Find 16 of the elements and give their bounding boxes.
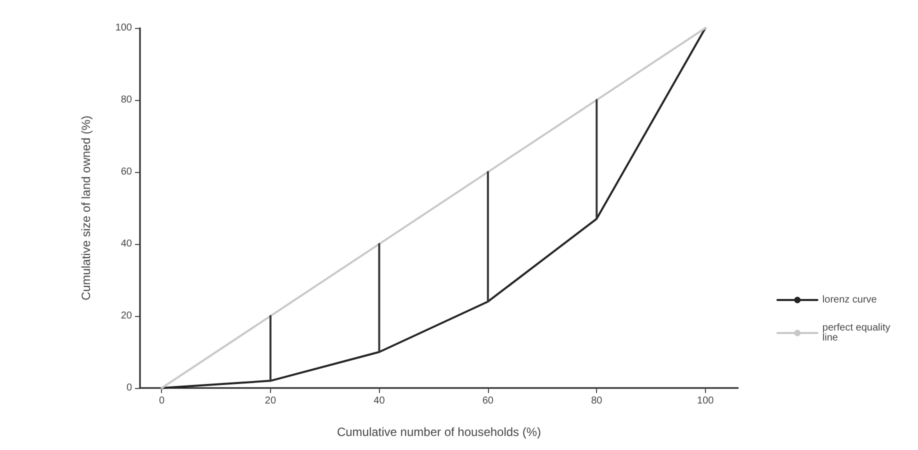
legend-label: perfect equality line	[822, 322, 894, 344]
y-tick-label: 40	[120, 238, 132, 250]
y-axis-title: Cumulative size of land owned (%)	[79, 116, 93, 300]
x-tick-label: 60	[482, 396, 494, 406]
y-tick-label: 80	[120, 94, 132, 106]
x-tick-label: 0	[158, 396, 165, 406]
y-tick-label: 60	[120, 166, 132, 178]
legend-label: lorenz curve	[822, 294, 878, 306]
y-tick-label: 0	[126, 382, 132, 394]
y-tick-label: 100	[115, 22, 132, 34]
x-tick-label: 20	[264, 396, 276, 406]
y-tick-label: 20	[120, 310, 132, 322]
x-tick-label: 40	[374, 396, 386, 406]
x-tick-label: 80	[591, 396, 603, 406]
x-axis-title: Cumulative number of households (%)	[336, 425, 542, 439]
x-tick-label: 100	[697, 396, 714, 406]
